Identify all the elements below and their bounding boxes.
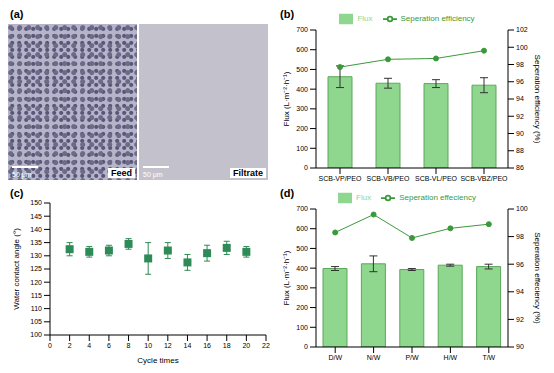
svg-text:Seperation effeciency (%): Seperation effeciency (%) bbox=[533, 232, 542, 324]
html-text:(d): (d) bbox=[280, 187, 294, 199]
svg-text:200: 200 bbox=[296, 304, 308, 311]
svg-text:10: 10 bbox=[144, 342, 152, 349]
svg-text:88: 88 bbox=[516, 147, 524, 154]
svg-text:94: 94 bbox=[516, 95, 524, 102]
svg-text:8: 8 bbox=[127, 342, 131, 349]
svg-text:Flux (L·m⁻²·h⁻¹): Flux (L·m⁻²·h⁻¹) bbox=[282, 71, 291, 126]
svg-text:Cycle times: Cycle times bbox=[137, 356, 178, 365]
svg-text:400: 400 bbox=[296, 265, 308, 272]
svg-text:600: 600 bbox=[296, 225, 308, 232]
svg-text:115: 115 bbox=[31, 292, 42, 299]
html-text:Flux: Flux bbox=[357, 14, 373, 24]
svg-text:0: 0 bbox=[304, 164, 308, 171]
svg-text:6: 6 bbox=[107, 342, 111, 349]
svg-text:100: 100 bbox=[516, 44, 528, 51]
svg-text:H/W: H/W bbox=[444, 354, 458, 361]
svg-text:0: 0 bbox=[304, 343, 308, 350]
svg-text:100: 100 bbox=[296, 145, 308, 152]
html-text:50 μm: 50 μm bbox=[143, 171, 163, 178]
svg-text:92: 92 bbox=[516, 113, 524, 120]
svg-text:86: 86 bbox=[516, 164, 524, 171]
svg-text:92: 92 bbox=[516, 316, 524, 323]
svg-text:98: 98 bbox=[516, 233, 524, 240]
svg-text:100: 100 bbox=[30, 331, 42, 338]
svg-text:300: 300 bbox=[296, 284, 308, 291]
svg-text:Water contact angle (°): Water contact angle (°) bbox=[12, 228, 21, 310]
svg-text:130: 130 bbox=[30, 252, 42, 259]
svg-text:140: 140 bbox=[30, 226, 42, 233]
svg-text:SCB-VP/PEO: SCB-VP/PEO bbox=[319, 175, 362, 182]
html-text:Flux: Flux bbox=[356, 193, 372, 203]
svg-text:102: 102 bbox=[516, 26, 528, 33]
html-text:Seperation efficiency: Seperation efficiency bbox=[400, 14, 475, 24]
svg-text:125: 125 bbox=[30, 265, 42, 272]
svg-text:SCB-VBZ/PEO: SCB-VBZ/PEO bbox=[460, 175, 508, 182]
svg-text:2: 2 bbox=[68, 342, 72, 349]
svg-text:98: 98 bbox=[516, 61, 524, 68]
html-text:(b): (b) bbox=[280, 8, 294, 20]
svg-text:100: 100 bbox=[296, 324, 308, 331]
svg-text:700: 700 bbox=[296, 26, 308, 33]
svg-text:90: 90 bbox=[516, 343, 524, 350]
svg-text:145: 145 bbox=[30, 213, 42, 220]
svg-text:18: 18 bbox=[223, 342, 231, 349]
svg-text:500: 500 bbox=[296, 245, 308, 252]
svg-text:22: 22 bbox=[262, 342, 270, 349]
svg-text:120: 120 bbox=[30, 279, 42, 286]
html-text:Filtrate: Filtrate bbox=[233, 168, 263, 178]
html-text:Feed: Feed bbox=[111, 168, 132, 178]
html-text:(a): (a) bbox=[10, 8, 24, 20]
svg-text:SCB-VL/PEO: SCB-VL/PEO bbox=[415, 175, 458, 182]
html-text:(c): (c) bbox=[10, 187, 24, 199]
svg-text:105: 105 bbox=[30, 318, 42, 325]
svg-text:20: 20 bbox=[242, 342, 250, 349]
svg-text:16: 16 bbox=[203, 342, 211, 349]
svg-text:96: 96 bbox=[516, 78, 524, 85]
html-text:50 μm: 50 μm bbox=[12, 171, 32, 178]
svg-text:200: 200 bbox=[296, 125, 308, 132]
svg-text:700: 700 bbox=[296, 205, 308, 212]
svg-text:96: 96 bbox=[516, 261, 524, 268]
svg-text:SCB-VB/PEO: SCB-VB/PEO bbox=[367, 175, 410, 182]
svg-text:0: 0 bbox=[48, 342, 52, 349]
svg-text:12: 12 bbox=[164, 342, 172, 349]
svg-text:94: 94 bbox=[516, 288, 524, 295]
svg-text:150: 150 bbox=[30, 199, 42, 206]
svg-text:T/W: T/W bbox=[482, 354, 495, 361]
svg-text:500: 500 bbox=[296, 66, 308, 73]
svg-text:300: 300 bbox=[296, 105, 308, 112]
svg-text:400: 400 bbox=[296, 86, 308, 93]
svg-text:N/W: N/W bbox=[367, 354, 381, 361]
svg-text:P/W: P/W bbox=[405, 354, 419, 361]
svg-text:90: 90 bbox=[516, 130, 524, 137]
svg-text:100: 100 bbox=[516, 205, 528, 212]
svg-text:135: 135 bbox=[30, 239, 42, 246]
html-text:Seperation effeciency: Seperation effeciency bbox=[399, 193, 476, 203]
svg-text:4: 4 bbox=[87, 342, 91, 349]
svg-text:110: 110 bbox=[31, 305, 42, 312]
svg-text:600: 600 bbox=[296, 46, 308, 53]
svg-text:D/W: D/W bbox=[328, 354, 342, 361]
svg-text:Flux (L·m⁻²·h⁻¹): Flux (L·m⁻²·h⁻¹) bbox=[282, 250, 291, 305]
svg-text:14: 14 bbox=[184, 342, 192, 349]
svg-text:Seperation efficiency (%): Seperation efficiency (%) bbox=[533, 55, 542, 144]
